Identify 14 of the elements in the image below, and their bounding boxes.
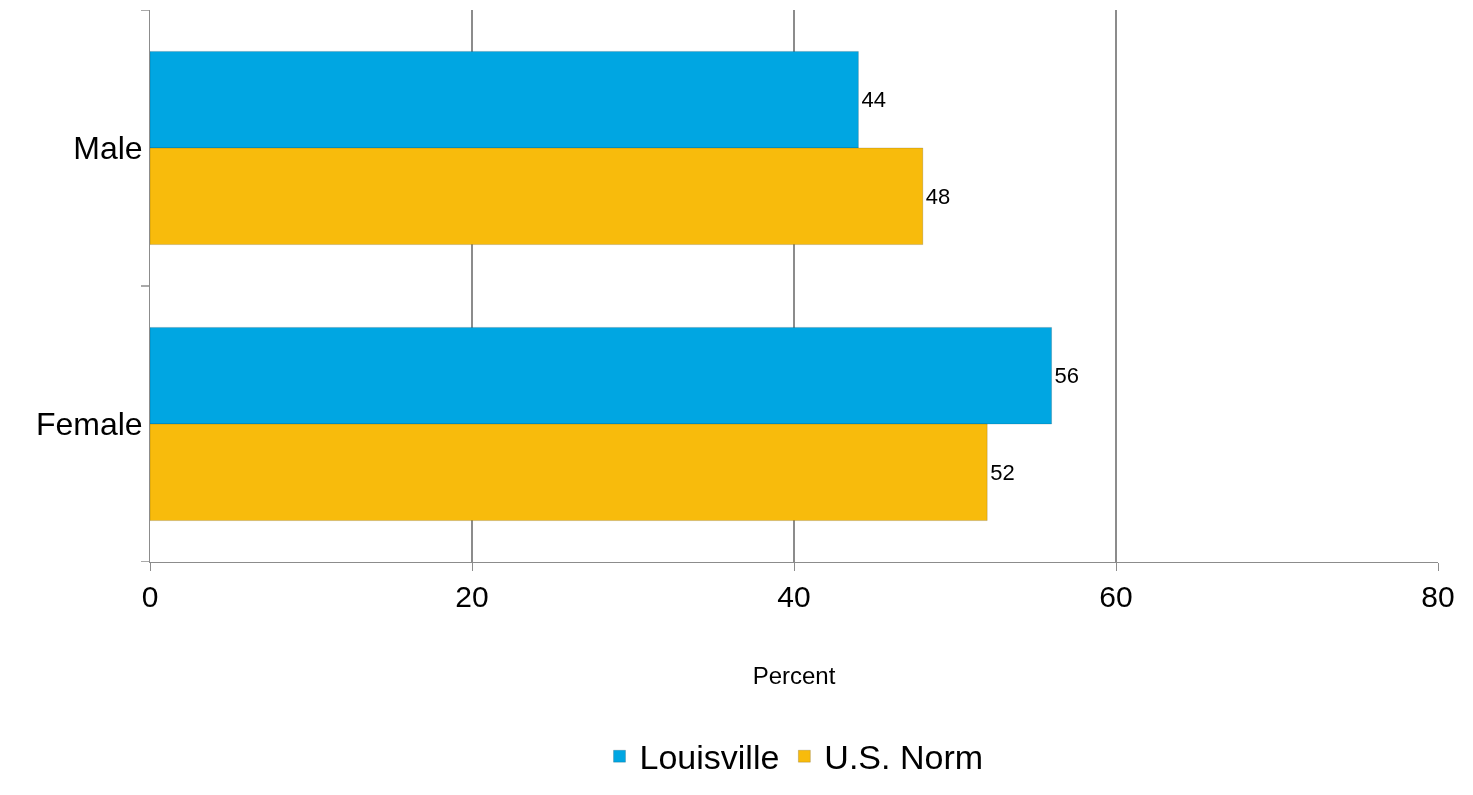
legend-label: Louisville bbox=[639, 738, 780, 777]
y-tick-label: Male bbox=[73, 130, 143, 167]
data-label: 44 bbox=[861, 87, 886, 113]
data-label: 56 bbox=[1054, 363, 1080, 389]
x-tick-label: 80 bbox=[1421, 580, 1455, 613]
legend-label: U.S. Norm bbox=[824, 738, 984, 777]
x-tick-label: 40 bbox=[777, 580, 811, 613]
x-tick-label: 60 bbox=[1099, 580, 1133, 613]
data-label: 48 bbox=[925, 183, 951, 209]
x-tick-label: 0 bbox=[141, 580, 159, 613]
x-tick-label: 20 bbox=[455, 580, 489, 613]
y-tick-label: Female bbox=[35, 406, 143, 443]
data-label: 52 bbox=[990, 459, 1015, 485]
x-axis-title: Percent bbox=[752, 662, 836, 690]
